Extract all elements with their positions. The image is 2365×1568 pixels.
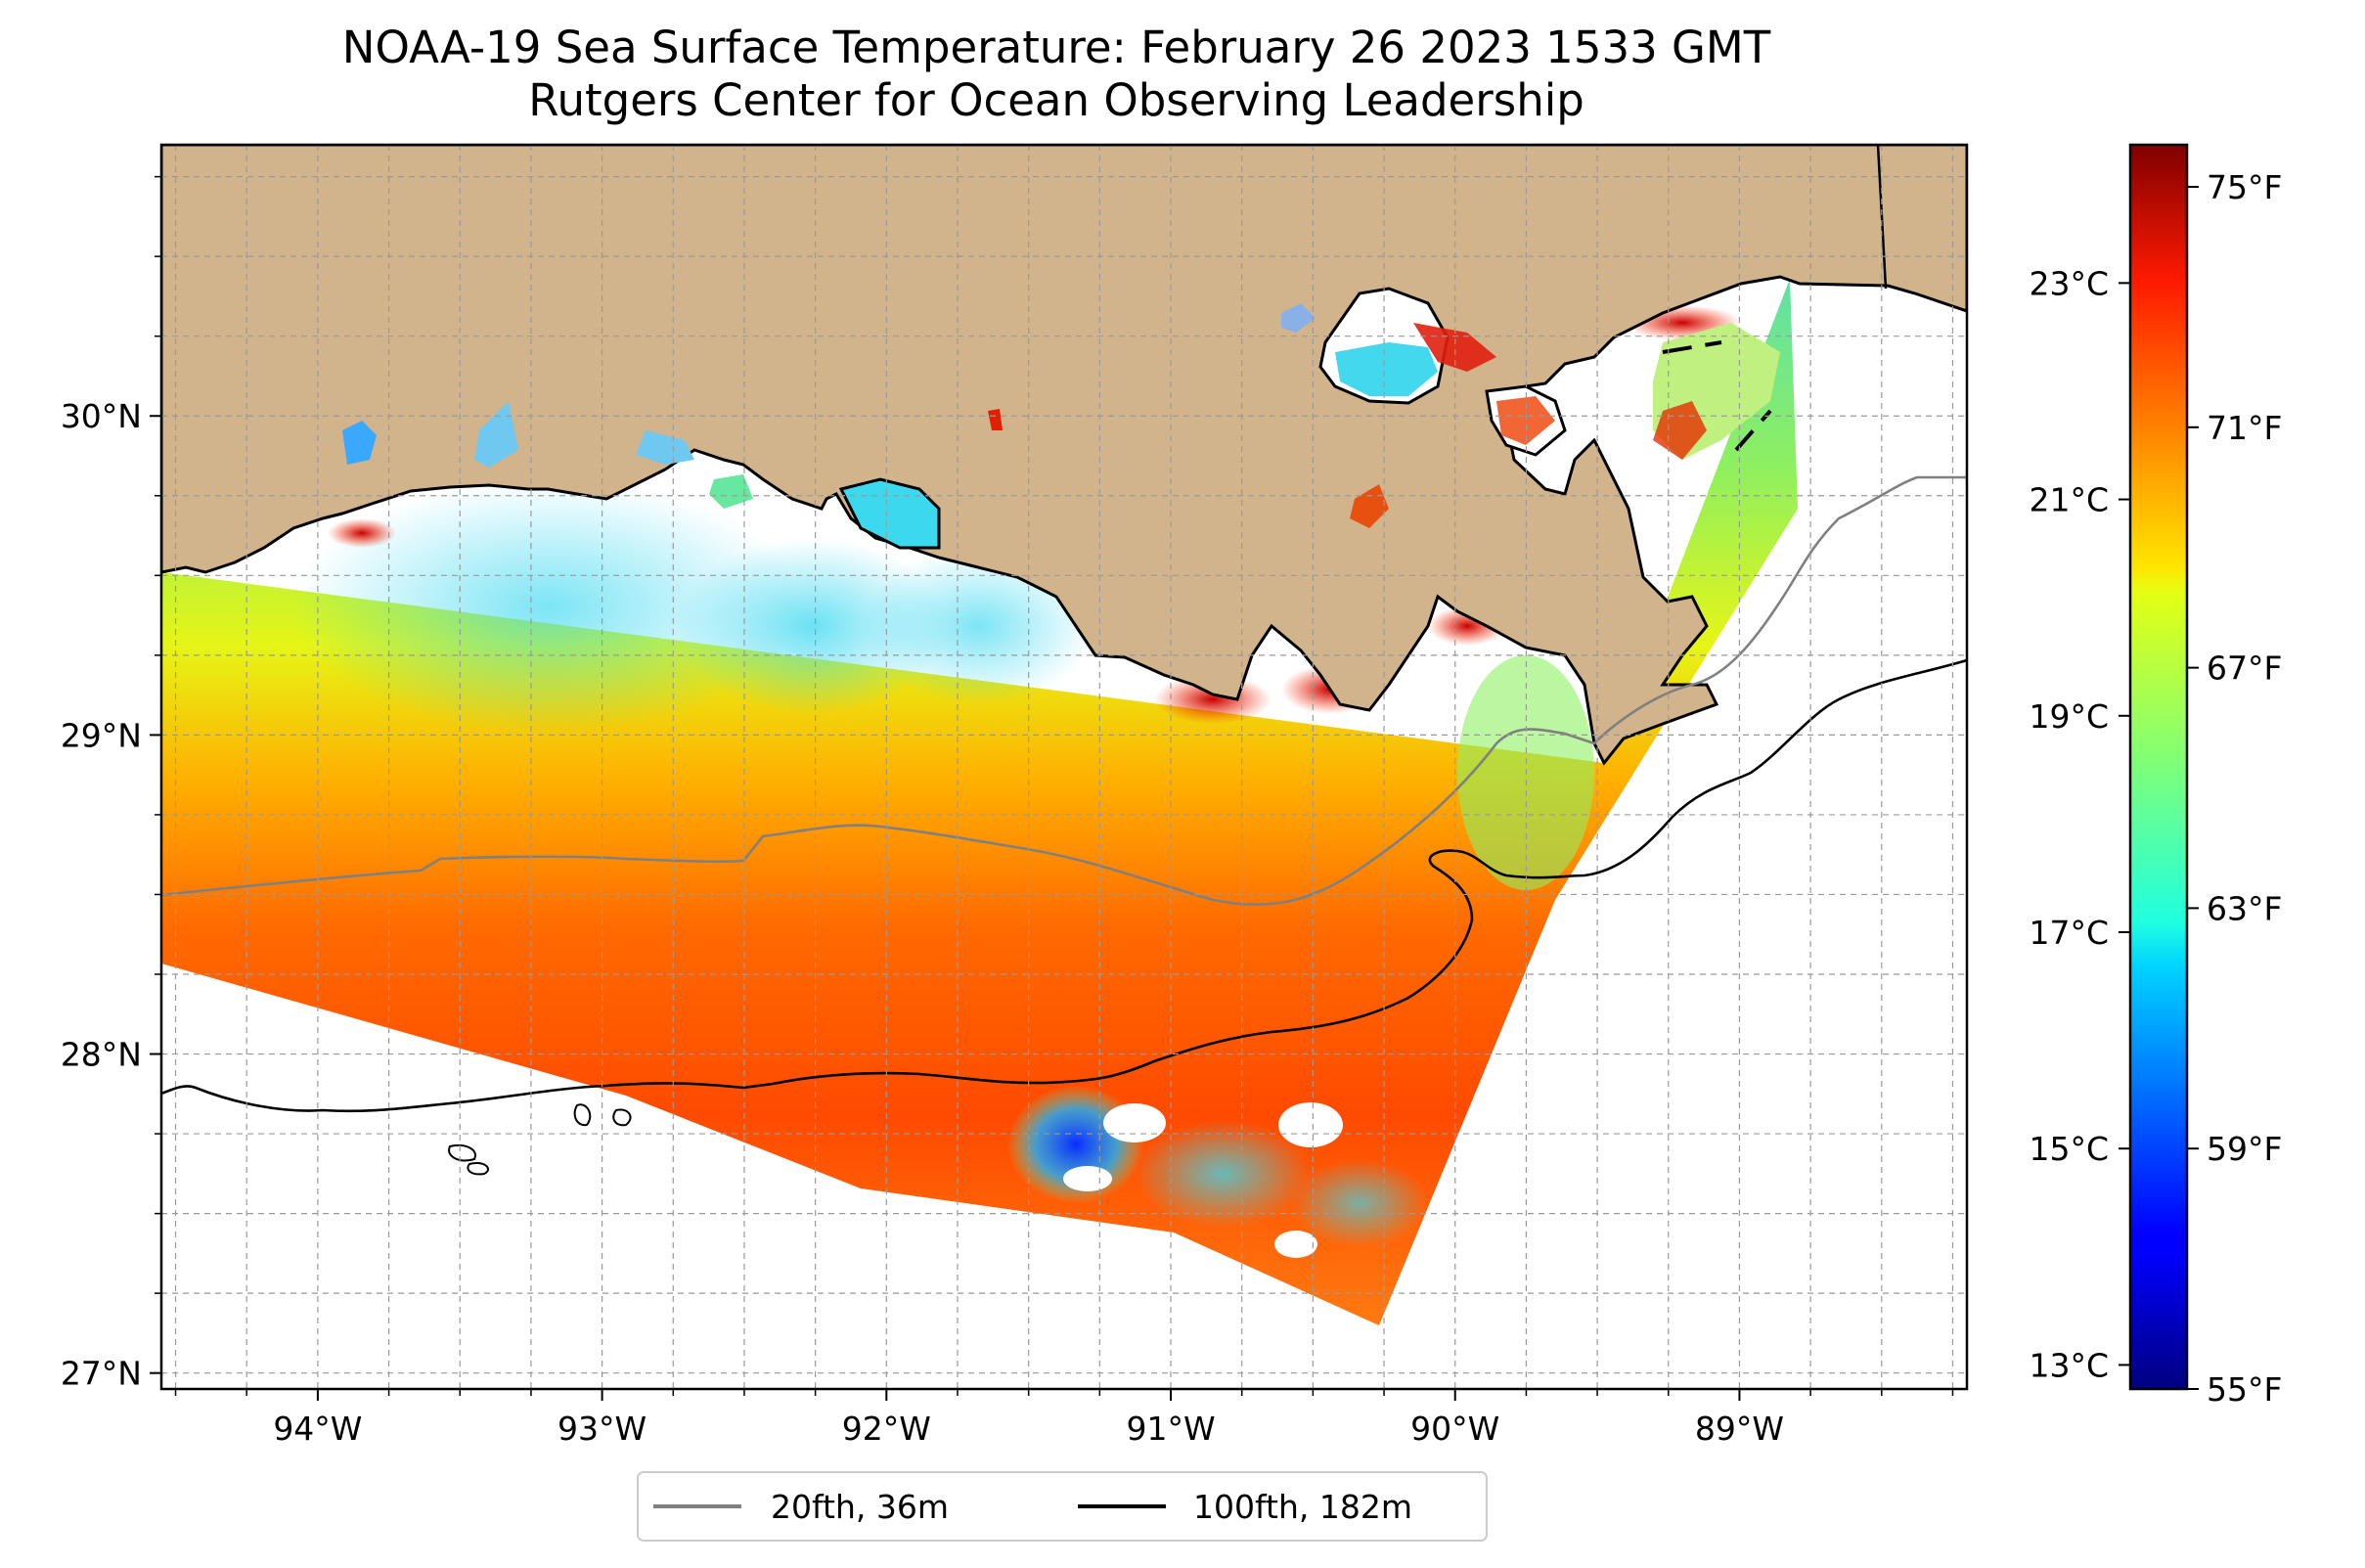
inland-sst-patch: [1281, 303, 1316, 333]
sst-swath: [161, 279, 1798, 1325]
colorbar-fahrenheit-label: 55°F: [2207, 1370, 2282, 1409]
colorbar-celsius-label: 19°C: [2029, 697, 2109, 736]
warm-water-patch: [328, 518, 396, 548]
colorbar: 13°C 15°C 17°C 19°C 21°C 23°C 55°F 59°F 63°F 67°…: [2029, 143, 2282, 1409]
colorbar-fahrenheit-label: 71°F: [2207, 409, 2282, 447]
cloud-gap: [1274, 1231, 1317, 1258]
lat-tick-label: 30°N: [61, 397, 142, 435]
cloud-gap: [1063, 1166, 1112, 1191]
legend-box: [637, 1471, 1488, 1542]
colorbar-celsius-label: 23°C: [2029, 264, 2109, 302]
colorbar-celsius-label: 15°C: [2029, 1130, 2109, 1168]
colorbar-fahrenheit-label: 59°F: [2207, 1130, 2282, 1168]
cool-water-patch: [1135, 1120, 1311, 1228]
longitude-axis: 94°W 93°W 92°W 91°W 90°W 89°W: [174, 1389, 1954, 1448]
lat-tick-label: 28°N: [61, 1036, 142, 1074]
lat-tick-label: 27°N: [61, 1355, 142, 1393]
colorbar-gradient: [2128, 143, 2189, 1391]
map-frame: [159, 143, 1969, 1391]
bank-contours: [448, 1103, 632, 1176]
lat-tick-label: 29°N: [61, 716, 142, 754]
colorbar-fahrenheit-label: 75°F: [2207, 168, 2282, 206]
lon-tick-label: 90°W: [1410, 1410, 1499, 1448]
lon-tick-label: 91°W: [1126, 1410, 1215, 1448]
cool-water-patch: [293, 479, 802, 734]
inland-sst-patch: [988, 409, 1003, 430]
inland-sst-patch: [342, 421, 377, 465]
contour-100fth: [161, 658, 1967, 1113]
cool-water-patch: [675, 538, 949, 714]
lon-tick-label: 89°W: [1695, 1410, 1784, 1448]
colorbar-fahrenheit-label: 67°F: [2207, 650, 2282, 688]
colorbar-celsius-label: 13°C: [2029, 1346, 2109, 1384]
lake-water-sst: [1335, 342, 1438, 396]
lake-water-sst-warm: [1413, 323, 1496, 372]
lon-tick-label: 92°W: [842, 1410, 931, 1448]
inland-sst-patch: [636, 430, 694, 465]
land-mass: [161, 145, 1967, 766]
chart-subtitle: Rutgers Center for Ocean Observing Leade…: [528, 74, 1584, 126]
colorbar-fahrenheit-axis: 55°F 59°F 63°F 67°F 71°F 75°F: [2187, 168, 2282, 1409]
barrier-islands: [1662, 340, 1722, 354]
colorbar-fahrenheit-label: 63°F: [2207, 889, 2282, 927]
graticule: [161, 145, 1967, 1389]
chart-title: NOAA-19 Sea Surface Temperature: Februar…: [341, 22, 1771, 73]
cloud-gap: [1278, 1102, 1343, 1147]
cool-water-patch: [1291, 1159, 1428, 1247]
colorbar-celsius-axis: 13°C 15°C 17°C 19°C 21°C 23°C: [2029, 264, 2130, 1384]
barrier-islands: [1734, 409, 1772, 452]
colorbar-celsius-label: 17°C: [2029, 914, 2109, 952]
contour-20fth: [161, 475, 1967, 906]
colorbar-celsius-label: 21°C: [2029, 481, 2109, 519]
lon-tick-label: 93°W: [558, 1410, 647, 1448]
legend: 20fth, 36m 100fth, 182m: [637, 1471, 1488, 1542]
legend-label-20fth: 20fth, 36m: [771, 1488, 949, 1526]
latitude-axis: 27°N 28°N 29°N 30°N: [61, 175, 161, 1393]
legend-label-100fth: 100fth, 182m: [1193, 1488, 1412, 1526]
inland-sst-patch: [709, 474, 753, 509]
inland-sst-patch: [474, 401, 518, 468]
state-boundary: [1876, 145, 1888, 290]
lake-water-sst-warm: [1496, 396, 1555, 445]
cloud-gap: [1103, 1103, 1166, 1142]
lon-tick-label: 94°W: [273, 1410, 362, 1448]
map-area: [161, 145, 1967, 1389]
